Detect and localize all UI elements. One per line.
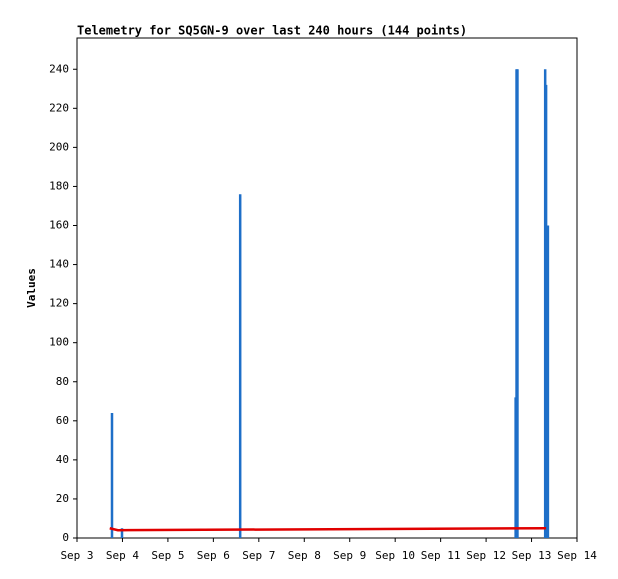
y-axis-label: Values	[25, 268, 38, 308]
x-tick-label: Sep 9	[333, 549, 366, 562]
x-tick-label: Sep 12	[466, 549, 506, 562]
y-tick-label: 220	[49, 101, 69, 114]
plot-frame	[76, 37, 578, 539]
y-tick-label: 140	[49, 258, 69, 271]
y-tick-label: 20	[56, 492, 69, 505]
chart-title: Telemetry for SQ5GN-9 over last 240 hour…	[77, 24, 467, 38]
y-tick-label: 60	[56, 414, 69, 427]
y-tick-label: 0	[62, 531, 69, 544]
y-tick-label: 200	[49, 140, 69, 153]
y-tick-label: 40	[56, 453, 69, 466]
x-tick-label: Sep 6	[197, 549, 230, 562]
x-tick-label: Sep 4	[106, 549, 139, 562]
x-tick-label: Sep 10	[375, 549, 415, 562]
x-tick-label: Sep 14	[557, 549, 597, 562]
y-tick-label: 120	[49, 297, 69, 310]
y-tick-label: 180	[49, 179, 69, 192]
x-tick-label: Sep 7	[242, 549, 275, 562]
x-tick-label: Sep 13	[512, 549, 552, 562]
x-tick-label: Sep 3	[60, 549, 93, 562]
y-tick-label: 100	[49, 336, 69, 349]
line	[109, 526, 547, 532]
x-tick-label: Sep 5	[151, 549, 184, 562]
y-tick-label: 160	[49, 219, 69, 232]
y-tick-label: 80	[56, 375, 69, 388]
x-tick-label: Sep 11	[421, 549, 461, 562]
x-tick-label: Sep 8	[288, 549, 321, 562]
y-tick-label: 240	[49, 62, 69, 75]
